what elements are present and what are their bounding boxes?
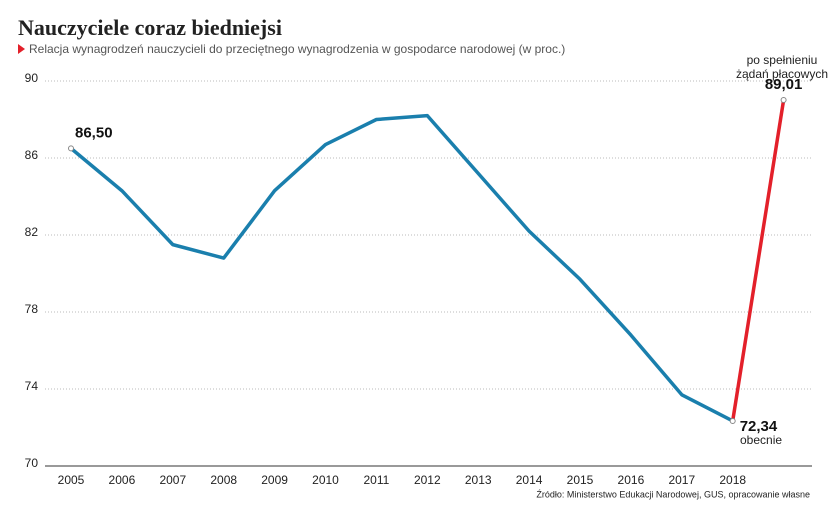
annotation: obecnie [740,433,782,447]
series-line [730,99,786,422]
x-tick-label: 2013 [465,473,492,487]
y-tick-label: 86 [25,148,39,162]
x-tick-label: 2014 [516,473,543,487]
x-tick-label: 2017 [668,473,695,487]
x-tick-label: 2011 [363,473,389,487]
x-tick-label: 2009 [261,473,288,487]
point-marker [780,97,787,104]
point-marker [68,145,74,152]
x-tick-label: 2005 [58,473,85,487]
y-tick-label: 78 [25,302,39,316]
series-line [69,113,734,423]
chart-subtitle: Relacja wynagrodzeń nauczycieli do przec… [29,42,565,56]
value-label: 89,01 [765,76,803,93]
point-marker [729,417,736,424]
x-tick-label: 2008 [210,473,237,487]
annotation: po spełnieniu [747,53,818,67]
y-tick-label: 90 [25,71,39,85]
x-tick-label: 2012 [414,473,441,487]
value-label: 72,34 [740,418,778,435]
y-tick-label: 74 [25,379,39,393]
chart-title: Nauczyciele coraz biedniejsi [18,15,282,40]
x-tick-label: 2010 [312,473,339,487]
x-tick-label: 2007 [159,473,186,487]
x-tick-label: 2016 [618,473,645,487]
y-tick-label: 70 [25,456,39,470]
y-tick-label: 82 [25,225,39,239]
subtitle-marker [18,44,25,54]
annotation: Źródło: Ministerstwo Edukacji Narodowej,… [536,489,810,499]
annotation: żądań płacowych [736,67,828,81]
value-label: 86,50 [75,124,113,141]
x-tick-label: 2015 [567,473,594,487]
x-tick-label: 2006 [109,473,136,487]
x-tick-label: 2018 [719,473,746,487]
